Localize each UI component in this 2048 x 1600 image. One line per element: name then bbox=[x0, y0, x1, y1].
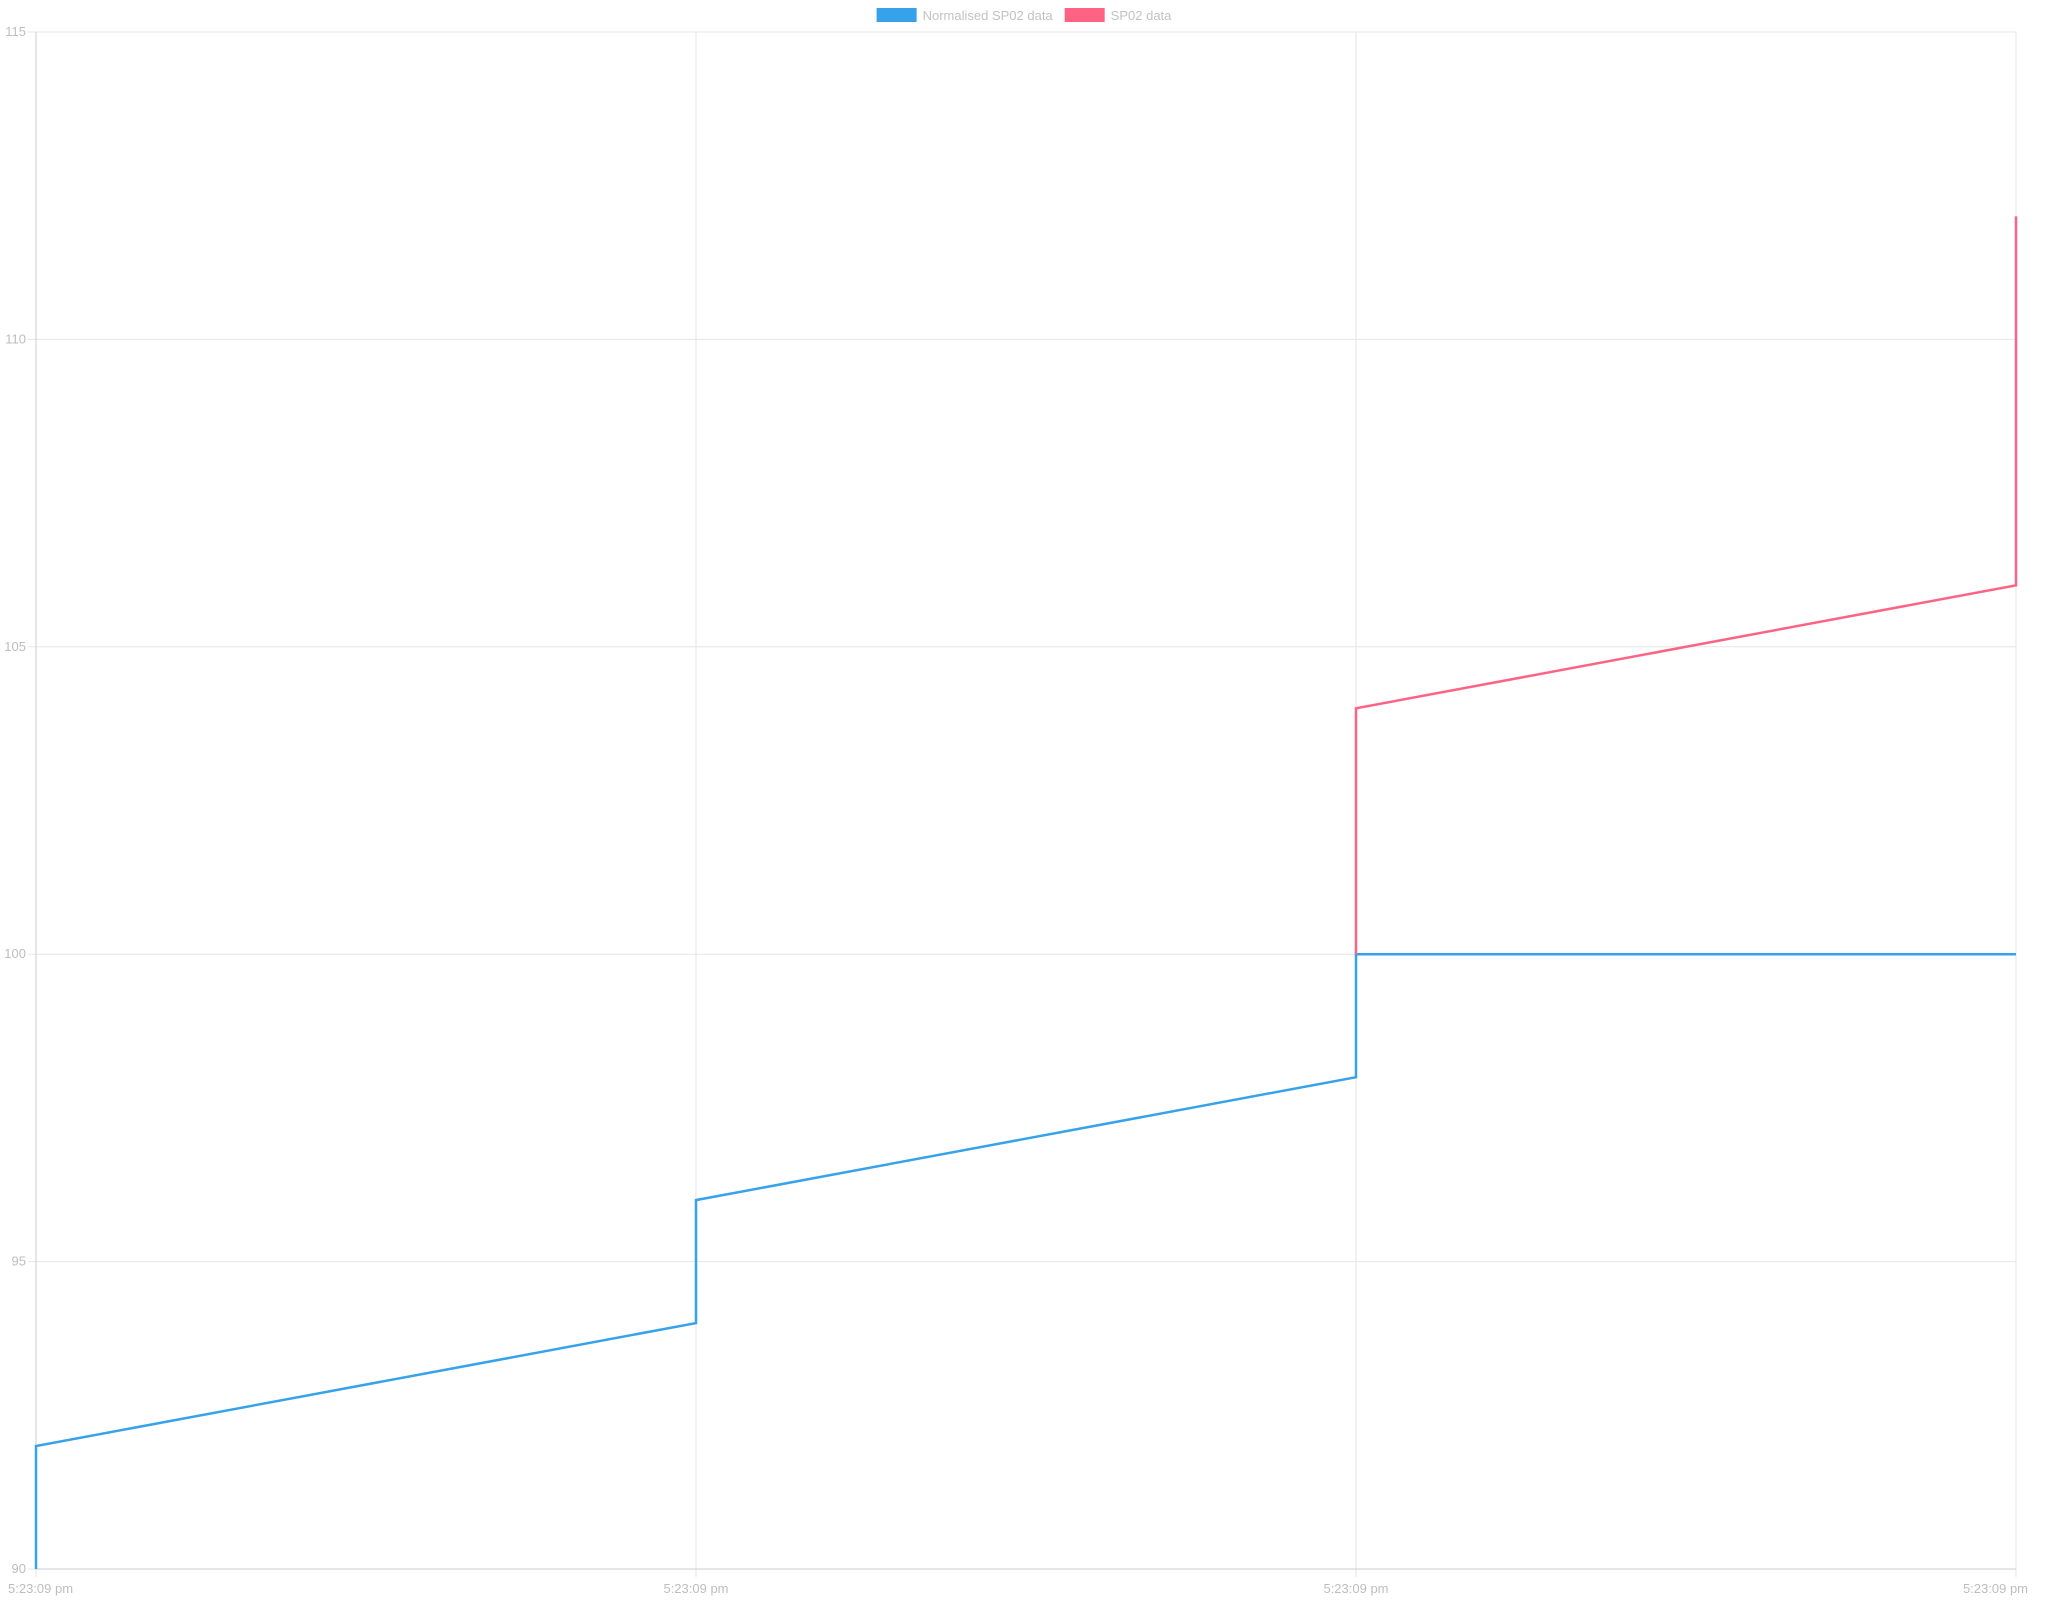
y-tick-label: 100 bbox=[4, 946, 26, 961]
y-tick-label: 110 bbox=[5, 331, 26, 346]
x-tick-label: 5:23:09 pm bbox=[8, 1581, 73, 1596]
legend-label: Normalised SP02 data bbox=[923, 8, 1054, 23]
y-tick-label: 115 bbox=[5, 24, 26, 39]
chart-tick-labels: 90 95 100 105 110 115 5:23:09 pm 5:23:09 pm 5:23… bbox=[4, 24, 2028, 1596]
legend-swatch bbox=[876, 8, 917, 22]
legend-item-sp02[interactable]: SP02 data bbox=[1064, 8, 1172, 23]
chart-grid bbox=[28, 31, 2017, 1577]
chart-axes bbox=[35, 32, 2016, 1570]
legend-label: SP02 data bbox=[1111, 8, 1172, 23]
x-tick-label: 5:23:09 pm bbox=[1963, 1581, 2028, 1596]
chart-series bbox=[34, 216, 2018, 1569]
x-tick-label: 5:23:09 pm bbox=[663, 1581, 728, 1596]
series-line-sp02 bbox=[1354, 216, 2018, 955]
legend-swatch bbox=[1064, 8, 1105, 22]
x-tick-label: 5:23:09 pm bbox=[1323, 1581, 1388, 1596]
y-tick-label: 90 bbox=[12, 1561, 26, 1576]
y-tick-label: 95 bbox=[12, 1254, 26, 1269]
y-tick-label: 105 bbox=[4, 639, 26, 654]
legend-item-normalised-sp02[interactable]: Normalised SP02 data bbox=[876, 8, 1054, 23]
chart-legend[interactable]: Normalised SP02 data SP02 data bbox=[876, 8, 1173, 23]
